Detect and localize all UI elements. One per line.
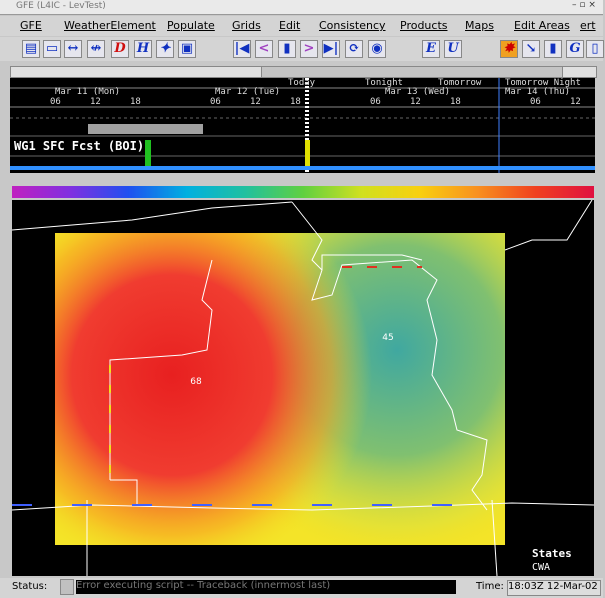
menu-bar: GFE WeatherElement Populate Grids Edit C… <box>0 16 603 36</box>
tool-button[interactable]: ↔ <box>64 40 82 58</box>
tool-button[interactable]: ▭ <box>43 40 61 58</box>
tool-button[interactable]: D <box>111 40 129 58</box>
tool-button[interactable]: ▣ <box>178 40 196 58</box>
map-display: 68 45 States CWA <box>12 200 594 576</box>
menu-item[interactable]: WeatherElement <box>64 19 156 32</box>
tool-button[interactable]: |◀ <box>233 40 251 58</box>
menu-item[interactable]: Grids <box>232 19 261 32</box>
tool-button[interactable]: U <box>444 40 462 58</box>
period-label: Tonight <box>365 78 403 88</box>
day-label: Mar 14 (Thu) <box>505 87 571 97</box>
point-label: 68 <box>190 377 202 387</box>
status-message: Error executing script -- Traceback (inn… <box>76 580 456 594</box>
hour-label: 12 <box>410 97 421 107</box>
time-scrollbar[interactable] <box>10 66 597 78</box>
status-bar: Status: Error executing script -- Traceb… <box>0 578 603 598</box>
timeline-lines <box>10 78 595 173</box>
menu-item[interactable]: ert <box>580 19 596 32</box>
hour-label: 12 <box>570 97 581 107</box>
tool-button[interactable]: ▮ <box>544 40 562 58</box>
tool-button[interactable]: ↘ <box>522 40 540 58</box>
hour-label: 06 <box>370 97 381 107</box>
tool-button[interactable]: ⟳ <box>345 40 363 58</box>
time-value: 18:03Z 12-Mar-02 <box>507 580 601 596</box>
menu-item[interactable]: Populate <box>167 19 215 32</box>
title-bar: GFE (L4IC - LevTest) – ▫ × <box>0 0 603 15</box>
period-label: Today <box>288 78 316 88</box>
tool-button[interactable]: ◉ <box>368 40 386 58</box>
hour-label: 06 <box>50 97 61 107</box>
period-label: Tomorrow <box>438 78 482 88</box>
day-label: Mar 12 (Tue) <box>215 87 281 97</box>
tool-button[interactable]: ▶| <box>322 40 340 58</box>
day-label: Mar 13 (Wed) <box>385 87 451 97</box>
toolbar: ▤ ▭ ↔ ↮ D H ✦ ▣ |◀ < ▮ > ▶| ⟳ ◉ E U ✸ ↘ … <box>0 37 604 61</box>
tool-button[interactable]: ↮ <box>87 40 105 58</box>
menu-item[interactable]: Edit Areas <box>514 19 570 32</box>
menu-item[interactable]: GFE <box>20 19 42 32</box>
menu-item[interactable]: Consistency <box>319 19 386 32</box>
menu-item[interactable]: Edit <box>279 19 301 32</box>
hour-label: 12 <box>90 97 101 107</box>
point-label: 45 <box>382 333 393 343</box>
hour-label: 18 <box>130 97 141 107</box>
tool-button[interactable]: ▯ <box>586 40 604 58</box>
window-controls[interactable]: – ▫ × <box>572 0 596 10</box>
tool-button[interactable]: < <box>255 40 273 58</box>
legend-label: CWA <box>532 562 550 573</box>
window-title: GFE (L4IC - LevTest) <box>16 1 106 11</box>
tool-button[interactable]: > <box>300 40 318 58</box>
day-label: Mar 11 (Mon) <box>55 87 121 97</box>
hour-label: 06 <box>210 97 221 107</box>
menu-item[interactable]: Maps <box>465 19 494 32</box>
status-label: Status: <box>12 581 48 592</box>
scroll-thumb[interactable] <box>261 67 563 77</box>
hour-label: 18 <box>290 97 301 107</box>
color-bar <box>12 186 594 198</box>
grid-label[interactable]: WG1 SFC Fcst (BOI) <box>14 139 145 153</box>
tool-button[interactable]: ✦ <box>156 40 174 58</box>
tool-button[interactable]: ✸ <box>500 40 518 58</box>
grid-manager: Today Tonight Tomorrow Tomorrow Night Ma… <box>10 78 595 173</box>
hour-label: 06 <box>530 97 541 107</box>
tool-button[interactable]: ▮ <box>278 40 296 58</box>
period-label: Tomorrow Night <box>505 78 581 88</box>
status-arrow[interactable] <box>60 579 74 595</box>
tool-button[interactable]: E <box>422 40 440 58</box>
hour-label: 18 <box>450 97 461 107</box>
time-label: Time: <box>476 581 504 592</box>
tool-button[interactable]: H <box>134 40 152 58</box>
legend-label: States <box>532 547 572 560</box>
tool-button[interactable]: ▤ <box>22 40 40 58</box>
hour-label: 12 <box>250 97 261 107</box>
tool-button[interactable]: G <box>566 40 584 58</box>
menu-item[interactable]: Products <box>400 19 448 32</box>
